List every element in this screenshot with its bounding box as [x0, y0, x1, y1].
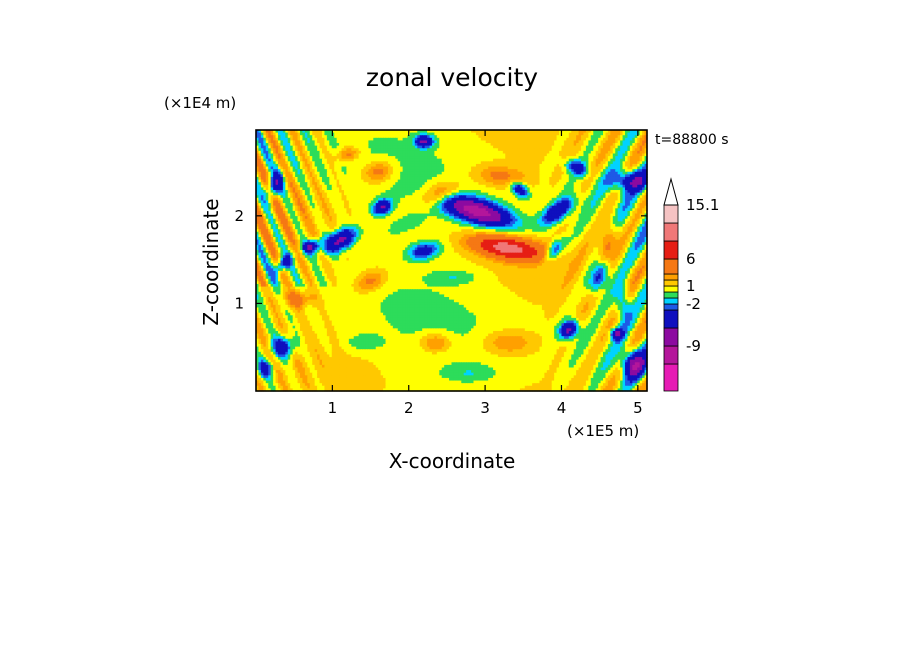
chart-title: zonal velocity: [366, 63, 538, 92]
plot-area: [256, 130, 648, 392]
y-unit-label: (×1E4 m): [164, 94, 236, 112]
contour-field: [256, 130, 648, 392]
time-label: t=88800 s: [655, 132, 729, 148]
